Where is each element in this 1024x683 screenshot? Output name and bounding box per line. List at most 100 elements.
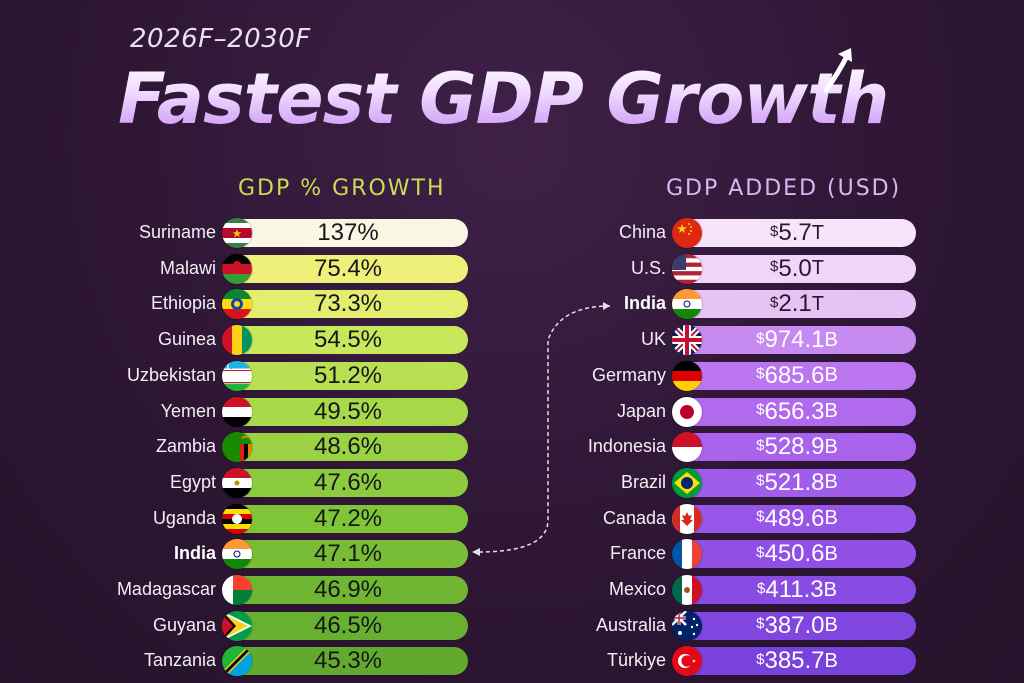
country-label: Yemen — [160, 400, 216, 421]
indonesia-flag-icon — [672, 432, 702, 463]
added-row: India $2.1 T — [470, 289, 916, 320]
country-label: Australia — [595, 614, 666, 635]
currency-symbol: $ — [770, 222, 779, 240]
unit-suffix: B — [824, 400, 838, 422]
growth-bar: 49.5% — [228, 397, 468, 426]
growth-value-label: 137% — [317, 219, 379, 246]
guyana-flag-icon — [222, 610, 252, 641]
country-label: Madagascar — [116, 579, 216, 599]
currency-symbol: $ — [756, 365, 765, 383]
unit-suffix: T — [811, 292, 824, 315]
added-row: Mexico $411.3 B — [470, 575, 916, 605]
added-bar: $528.9 B — [678, 433, 916, 462]
currency-symbol: $ — [756, 508, 765, 526]
currency-symbol: $ — [756, 472, 765, 490]
growth-value-label: 49.5% — [313, 397, 383, 425]
added-row: Türkiye $385.7 B — [470, 646, 916, 677]
country-label: Canada — [602, 507, 666, 528]
added-row: U.S. $5.0 T — [470, 253, 916, 284]
subtitle: 2026F–2030F — [130, 24, 311, 54]
added-row: Canada $489.6 B — [470, 503, 916, 534]
growth-row: Guinea 54.5% — [40, 325, 468, 356]
growth-value-label: 47.2% — [313, 504, 383, 532]
growth-bar: 47.2% — [228, 504, 468, 533]
country-label: Uzbekistan — [126, 364, 216, 385]
added-value-label: 685.6 — [764, 361, 825, 389]
country-label: Zambia — [155, 436, 216, 457]
growth-value-label: 47.6% — [313, 468, 383, 496]
country-label: Malawi — [159, 257, 216, 278]
growth-row: Egypt 47.6% — [40, 467, 468, 498]
country-label: Guinea — [157, 329, 216, 350]
added-value-label: 5.7 — [778, 219, 812, 246]
growth-bar: 54.5% — [228, 326, 468, 355]
added-bar: $489.6 B — [678, 504, 916, 533]
added-row: China $5.7 T — [470, 218, 916, 248]
mexico-flag-icon — [672, 575, 702, 605]
added-value-label: 387.0 — [764, 611, 825, 639]
country-label: Uganda — [152, 507, 216, 528]
added-bar: $450.6 B — [678, 540, 916, 569]
unit-suffix: T — [811, 257, 824, 280]
country-label: Türkiye — [606, 650, 666, 671]
growth-value-label: 73.3% — [313, 290, 383, 318]
growth-bar: 47.6% — [228, 468, 468, 497]
growth-value-label: 45.3% — [313, 647, 383, 675]
added-bar: $385.7 B — [678, 647, 916, 676]
germany-flag-icon — [672, 360, 702, 391]
country-label: Ethiopia — [150, 293, 216, 314]
currency-symbol: $ — [756, 615, 765, 633]
added-bar: $521.8 B — [678, 468, 916, 497]
tanzania-flag-icon — [222, 646, 252, 677]
ethiopia-flag-icon — [222, 289, 252, 320]
unit-suffix: B — [824, 507, 838, 530]
madagascar-flag-icon — [222, 575, 252, 605]
country-label: Egypt — [169, 471, 216, 492]
currency-symbol: $ — [756, 401, 765, 418]
added-bar: $5.7 T — [678, 219, 916, 247]
added-row: Indonesia $528.9 B — [470, 432, 916, 463]
france-flag-icon — [672, 539, 702, 570]
added-bar: $656.3 B — [678, 397, 916, 426]
malawi-flag-icon — [222, 253, 252, 284]
india-flag-icon — [222, 539, 252, 570]
added-value-label: 656.3 — [764, 397, 825, 425]
growth-value-label: 54.5% — [313, 326, 383, 354]
japan-flag-icon — [672, 396, 702, 427]
unit-suffix: B — [824, 328, 838, 351]
zambia-flag-icon — [222, 432, 252, 463]
country-label: UK — [640, 329, 666, 350]
growth-value-label: 48.6% — [313, 433, 383, 461]
country-label: Mexico — [608, 579, 666, 599]
added-bar: $2.1 T — [678, 290, 916, 319]
growth-row: Uganda 47.2% — [40, 503, 468, 534]
currency-symbol: $ — [770, 293, 779, 311]
growth-column-title: GDP % GROWTH — [238, 176, 446, 201]
growth-value-label: 51.2% — [313, 361, 383, 389]
added-value-label: 450.6 — [764, 540, 825, 568]
australia-flag-icon — [672, 610, 702, 641]
currency-symbol: $ — [770, 258, 779, 276]
added-value-label: 974.1 — [764, 326, 825, 354]
added-bar: $5.0 T — [678, 254, 916, 283]
currency-symbol: $ — [757, 579, 766, 597]
added-value-label: 2.1 — [778, 290, 812, 318]
added-row: Brazil $521.8 B — [470, 467, 916, 498]
added-bar: $411.3 B — [678, 576, 916, 604]
country-label: Germany — [591, 364, 666, 385]
added-row: Australia $387.0 B — [470, 610, 916, 641]
egypt-flag-icon — [222, 467, 252, 498]
added-bar: $685.6 B — [678, 361, 916, 390]
growth-arrow-icon — [823, 48, 852, 93]
uk-flag-icon — [672, 325, 702, 356]
uganda-flag-icon — [222, 503, 252, 534]
added-value-label: 385.7 — [764, 647, 825, 675]
currency-symbol: $ — [756, 543, 765, 561]
added-value-label: 5.0 — [778, 254, 812, 282]
growth-row: India 47.1% — [40, 539, 468, 570]
page-title: Fastest GDP Growth — [118, 58, 938, 140]
added-value-label: 411.3 — [765, 576, 824, 603]
growth-bar: 47.1% — [228, 540, 468, 569]
growth-bar: 51.2% — [228, 361, 468, 390]
country-label: Japan — [616, 400, 666, 421]
